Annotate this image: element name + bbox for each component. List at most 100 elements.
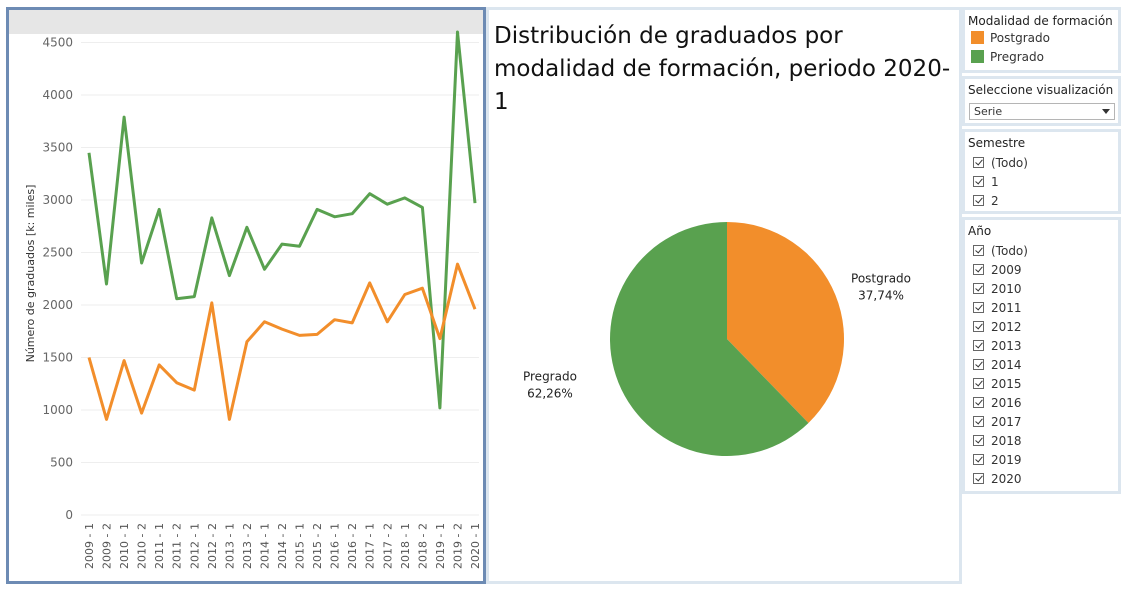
checkbox-checked-icon[interactable] bbox=[973, 321, 984, 332]
anio-option[interactable]: 2020 bbox=[965, 469, 1118, 488]
anio-option[interactable]: 2009 bbox=[965, 260, 1118, 279]
x-tick-label: 2011 - 2 bbox=[171, 523, 184, 569]
anio-option[interactable]: 2013 bbox=[965, 336, 1118, 355]
checkbox-checked-icon[interactable] bbox=[973, 245, 984, 256]
x-tick-label: 2018 - 2 bbox=[416, 523, 429, 569]
x-tick-label: 2016 - 1 bbox=[329, 523, 342, 569]
checkbox-checked-icon[interactable] bbox=[973, 416, 984, 427]
anio-option-label: 2014 bbox=[991, 357, 1022, 372]
y-tick-label: 2000 bbox=[42, 298, 73, 312]
series-line-postgrado[interactable] bbox=[87, 262, 477, 421]
anio-option-label: 2012 bbox=[991, 319, 1022, 334]
anio-option-label: 2019 bbox=[991, 452, 1022, 467]
x-tick-label: 2014 - 1 bbox=[258, 523, 271, 569]
anio-option-label: 2020 bbox=[991, 471, 1022, 486]
x-tick-label: 2010 - 2 bbox=[136, 523, 149, 569]
anio-option[interactable]: 2015 bbox=[965, 374, 1118, 393]
x-tick-label: 2013 - 2 bbox=[241, 523, 254, 569]
checkbox-checked-icon[interactable] bbox=[973, 473, 984, 484]
pie-label-name: Pregrado bbox=[523, 370, 577, 384]
pie-slice-pregrado[interactable] bbox=[610, 222, 809, 456]
checkbox-checked-icon[interactable] bbox=[973, 195, 984, 206]
dropdown-value: Serie bbox=[974, 105, 1003, 118]
legend-title: Modalidad de formación bbox=[968, 14, 1113, 28]
semestre-option[interactable]: 1 bbox=[965, 172, 1118, 191]
y-tick-label: 500 bbox=[50, 456, 73, 470]
checkbox-checked-icon[interactable] bbox=[973, 435, 984, 446]
line-chart-panel[interactable]: 0 500 1000 1500 2000 2500 3000 3500 4000 4500 Núme… bbox=[6, 7, 486, 584]
y-tick-label: 0 bbox=[65, 508, 73, 522]
anio-option[interactable]: 2017 bbox=[965, 412, 1118, 431]
legend-item-pregrado[interactable]: Pregrado bbox=[965, 47, 1118, 66]
semestre-filter-panel: Semestre (Todo) 1 2 bbox=[962, 129, 1121, 214]
x-tick-label: 2012 - 1 bbox=[188, 523, 201, 569]
visualization-dropdown[interactable]: Serie bbox=[969, 103, 1115, 120]
x-tick-label: 2013 - 1 bbox=[223, 523, 236, 569]
anio-option[interactable]: 2019 bbox=[965, 450, 1118, 469]
pie-label-name: Postgrado bbox=[851, 271, 911, 285]
semestre-option-label: (Todo) bbox=[991, 155, 1028, 170]
anio-option[interactable]: 2012 bbox=[965, 317, 1118, 336]
anio-option-label: 2016 bbox=[991, 395, 1022, 410]
checkbox-checked-icon[interactable] bbox=[973, 157, 984, 168]
checkbox-checked-icon[interactable] bbox=[973, 283, 984, 294]
anio-option[interactable]: 2016 bbox=[965, 393, 1118, 412]
checkbox-checked-icon[interactable] bbox=[973, 340, 984, 351]
anio-options: (Todo) 2009 2010 2011 2012 2013 2014 2015 2016 20… bbox=[965, 238, 1118, 488]
checkbox-checked-icon[interactable] bbox=[973, 454, 984, 465]
x-tick-label: 2012 - 2 bbox=[206, 523, 219, 569]
semestre-options: (Todo) 1 2 bbox=[965, 150, 1118, 210]
pie-slice-postgrado[interactable] bbox=[727, 222, 844, 423]
anio-option[interactable]: (Todo) bbox=[965, 241, 1118, 260]
visualization-title: Seleccione visualización bbox=[968, 83, 1114, 97]
legend-panel: Modalidad de formación Postgrado Pregrad… bbox=[962, 7, 1121, 73]
y-tick-label: 1500 bbox=[42, 351, 73, 365]
anio-option[interactable]: 2010 bbox=[965, 279, 1118, 298]
anio-option[interactable]: 2014 bbox=[965, 355, 1118, 374]
anio-filter-panel: Año (Todo) 2009 2010 2011 2012 2013 2014 2015 20… bbox=[962, 217, 1121, 494]
checkbox-checked-icon[interactable] bbox=[973, 378, 984, 389]
x-tick-label: 2017 - 1 bbox=[364, 523, 377, 569]
semestre-option-label: 1 bbox=[991, 174, 999, 189]
line-chart[interactable]: 0 500 1000 1500 2000 2500 3000 3500 4000 4500 Núme… bbox=[9, 10, 483, 581]
chevron-down-icon[interactable] bbox=[1102, 109, 1110, 114]
x-tick-label: 2011 - 1 bbox=[153, 523, 166, 569]
anio-option[interactable]: 2011 bbox=[965, 298, 1118, 317]
checkbox-checked-icon[interactable] bbox=[973, 359, 984, 370]
y-tick-label: 1000 bbox=[42, 403, 73, 417]
y-tick-label: 3000 bbox=[42, 193, 73, 207]
checkbox-checked-icon[interactable] bbox=[973, 397, 984, 408]
checkbox-checked-icon[interactable] bbox=[973, 264, 984, 275]
legend-item-postgrado[interactable]: Postgrado bbox=[965, 28, 1118, 47]
anio-option-label: 2018 bbox=[991, 433, 1022, 448]
semestre-option[interactable]: 2 bbox=[965, 191, 1118, 210]
x-tick-label: 2009 - 2 bbox=[101, 523, 114, 569]
pie-chart[interactable]: Postgrado 37,74% Pregrado 62,26% bbox=[489, 10, 959, 581]
x-tick-label: 2019 - 1 bbox=[434, 523, 447, 569]
y-tick-label: 3500 bbox=[42, 141, 73, 155]
series-line-pregrado[interactable] bbox=[87, 30, 477, 410]
checkbox-checked-icon[interactable] bbox=[973, 302, 984, 313]
x-tick-label: 2010 - 1 bbox=[118, 523, 131, 569]
pie-chart-title: Distribución de graduados por modalidad … bbox=[494, 23, 951, 115]
x-tick-label: 2018 - 1 bbox=[399, 523, 412, 569]
x-tick-label: 2020 - 1 bbox=[469, 523, 482, 569]
checkbox-checked-icon[interactable] bbox=[973, 176, 984, 187]
y-tick-label: 4000 bbox=[42, 88, 73, 102]
legend-swatch bbox=[971, 50, 984, 63]
anio-option-label: 2017 bbox=[991, 414, 1022, 429]
anio-option-label: 2013 bbox=[991, 338, 1022, 353]
anio-option-label: (Todo) bbox=[991, 243, 1028, 258]
semestre-option[interactable]: (Todo) bbox=[965, 153, 1118, 172]
pie-chart-panel[interactable]: Distribución de graduados por modalidad … bbox=[486, 7, 962, 584]
legend-label: Pregrado bbox=[990, 49, 1044, 64]
y-tick-label: 4500 bbox=[42, 36, 73, 50]
anio-option-label: 2011 bbox=[991, 300, 1022, 315]
x-tick-label: 2014 - 2 bbox=[276, 523, 289, 569]
x-tick-label: 2015 - 1 bbox=[294, 523, 307, 569]
anio-option-label: 2010 bbox=[991, 281, 1022, 296]
pie-label-value: 37,74% bbox=[858, 288, 904, 302]
anio-option[interactable]: 2018 bbox=[965, 431, 1118, 450]
anio-option-label: 2015 bbox=[991, 376, 1022, 391]
semestre-title: Semestre bbox=[968, 136, 1026, 150]
